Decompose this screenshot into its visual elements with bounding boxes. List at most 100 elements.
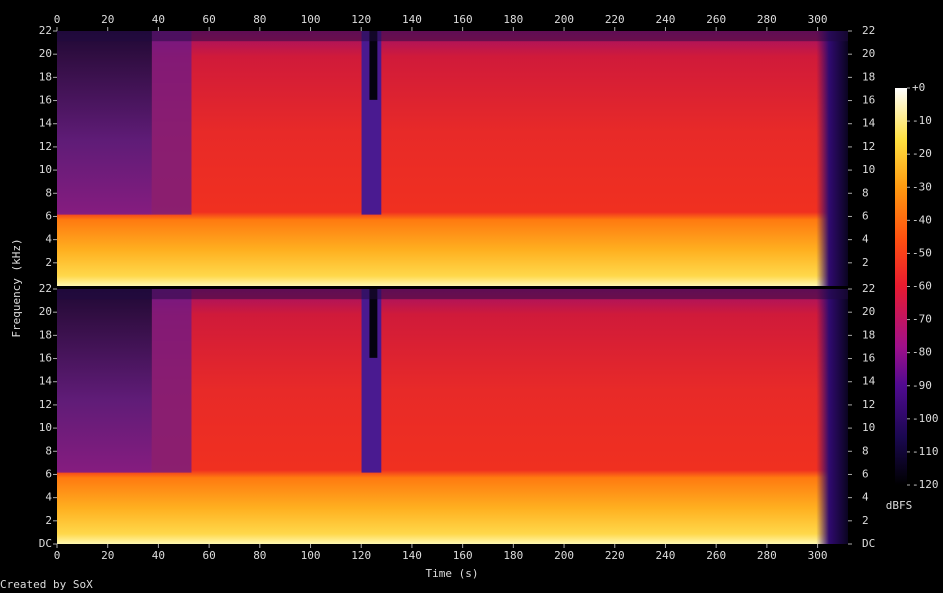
y-axis-label: Frequency (kHz) — [10, 238, 23, 337]
x-tick-label: 260 — [706, 549, 726, 562]
y-tick-label: 16 — [39, 94, 52, 107]
x-tick-label: 200 — [554, 13, 574, 26]
y-tick-label: 22 — [39, 282, 52, 295]
y-tick-label: 16 — [862, 352, 875, 365]
y-tick-label: 4 — [45, 233, 52, 246]
x-tick-label: 160 — [453, 13, 473, 26]
y-tick-label: 6 — [862, 209, 869, 222]
x-tick-label: 40 — [152, 13, 165, 26]
y-tick-label: 2 — [862, 256, 869, 269]
x-tick-label: 0 — [54, 13, 61, 26]
y-tick-label: 8 — [45, 186, 52, 199]
y-tick-label: 2 — [45, 256, 52, 269]
x-tick-label: 100 — [301, 13, 321, 26]
y-tick-label: 12 — [39, 140, 52, 153]
spectrogram-top-noise — [57, 31, 848, 42]
y-tick-label: 4 — [862, 491, 869, 504]
colorbar-tick-label: -50 — [912, 246, 932, 259]
x-tick-label: 120 — [351, 13, 371, 26]
x-tick-label: 140 — [402, 549, 422, 562]
x-tick-label: 300 — [808, 13, 828, 26]
x-tick-label: 160 — [453, 549, 473, 562]
spectrogram-gap — [369, 31, 378, 100]
spectrogram-gap — [369, 289, 378, 358]
colorbar-tick-label: -100 — [912, 412, 939, 425]
y-tick-label: 8 — [862, 444, 869, 457]
y-tick-label: 18 — [39, 70, 52, 83]
spectrogram-quiet-region — [151, 289, 192, 473]
y-tick-label: 20 — [39, 305, 52, 318]
colorbar-tick-label: -110 — [912, 445, 939, 458]
x-tick-label: 260 — [706, 13, 726, 26]
y-tick-label: 22 — [862, 24, 875, 37]
x-tick-label: 100 — [301, 549, 321, 562]
y-tick-label: 18 — [39, 328, 52, 341]
spectrogram-top-noise — [57, 289, 848, 300]
spectrogram-tail — [816, 31, 848, 286]
spectrogram-tail — [816, 289, 848, 544]
y-tick-label: 6 — [862, 467, 869, 480]
y-tick-label: 22 — [39, 24, 52, 37]
colorbar-tick-label: -10 — [912, 114, 932, 127]
spectrogram-quiet-region — [57, 31, 152, 215]
y-tick-label: DC — [39, 537, 52, 550]
y-tick-label: 20 — [39, 47, 52, 60]
y-tick-label: 8 — [862, 186, 869, 199]
y-tick-label: 12 — [862, 140, 875, 153]
y-tick-label: 12 — [39, 398, 52, 411]
x-tick-label: 80 — [253, 549, 266, 562]
y-tick-label: 14 — [862, 375, 876, 388]
x-tick-label: 300 — [808, 549, 828, 562]
y-tick-label: 14 — [862, 117, 876, 130]
y-tick-label: 2 — [45, 514, 52, 527]
colorbar-tick-label: +0 — [912, 81, 925, 94]
y-tick-label: 10 — [862, 421, 875, 434]
x-tick-label: 220 — [605, 13, 625, 26]
x-tick-label: 120 — [351, 549, 371, 562]
colorbar-tick-label: -60 — [912, 280, 932, 293]
x-tick-label: 60 — [202, 549, 215, 562]
y-tick-label: 18 — [862, 328, 875, 341]
spectrogram-quiet-region — [151, 31, 192, 215]
x-tick-label: 20 — [101, 549, 114, 562]
x-tick-label: 40 — [152, 549, 165, 562]
y-tick-label: 14 — [39, 117, 53, 130]
y-tick-label: 20 — [862, 47, 875, 60]
colorbar-tick-label: -120 — [912, 478, 939, 491]
credit: Created by SoX — [0, 578, 93, 591]
x-axis-label: Time (s) — [426, 567, 479, 580]
x-tick-label: 280 — [757, 13, 777, 26]
x-tick-label: 180 — [503, 549, 523, 562]
x-tick-label: 200 — [554, 549, 574, 562]
y-tick-label: 8 — [45, 444, 52, 457]
spectrogram-quiet-region — [57, 289, 152, 473]
y-tick-label: 4 — [45, 491, 52, 504]
y-tick-label: DC — [862, 537, 875, 550]
x-tick-label: 0 — [54, 549, 61, 562]
y-tick-label: 10 — [39, 163, 52, 176]
x-tick-label: 240 — [656, 549, 676, 562]
y-tick-label: 16 — [862, 94, 875, 107]
y-tick-label: 22 — [862, 282, 875, 295]
y-tick-label: 20 — [862, 305, 875, 318]
y-tick-label: 18 — [862, 70, 875, 83]
y-tick-label: 10 — [39, 421, 52, 434]
colorbar-tick-label: -90 — [912, 379, 932, 392]
colorbar-tick-label: -70 — [912, 313, 932, 326]
x-tick-label: 280 — [757, 549, 777, 562]
y-tick-label: 6 — [45, 467, 52, 480]
colorbar — [895, 88, 907, 485]
y-tick-label: 2 — [862, 514, 869, 527]
y-tick-label: 14 — [39, 375, 53, 388]
colorbar-tick-label: -20 — [912, 147, 932, 160]
x-tick-label: 80 — [253, 13, 266, 26]
colorbar-tick-label: -80 — [912, 346, 932, 359]
x-tick-label: 220 — [605, 549, 625, 562]
colorbar-label: dBFS — [886, 499, 913, 512]
x-tick-label: 60 — [202, 13, 215, 26]
x-tick-label: 20 — [101, 13, 114, 26]
colorbar-tick-label: -40 — [912, 213, 932, 226]
x-tick-label: 140 — [402, 13, 422, 26]
colorbar-tick-label: -30 — [912, 180, 932, 193]
